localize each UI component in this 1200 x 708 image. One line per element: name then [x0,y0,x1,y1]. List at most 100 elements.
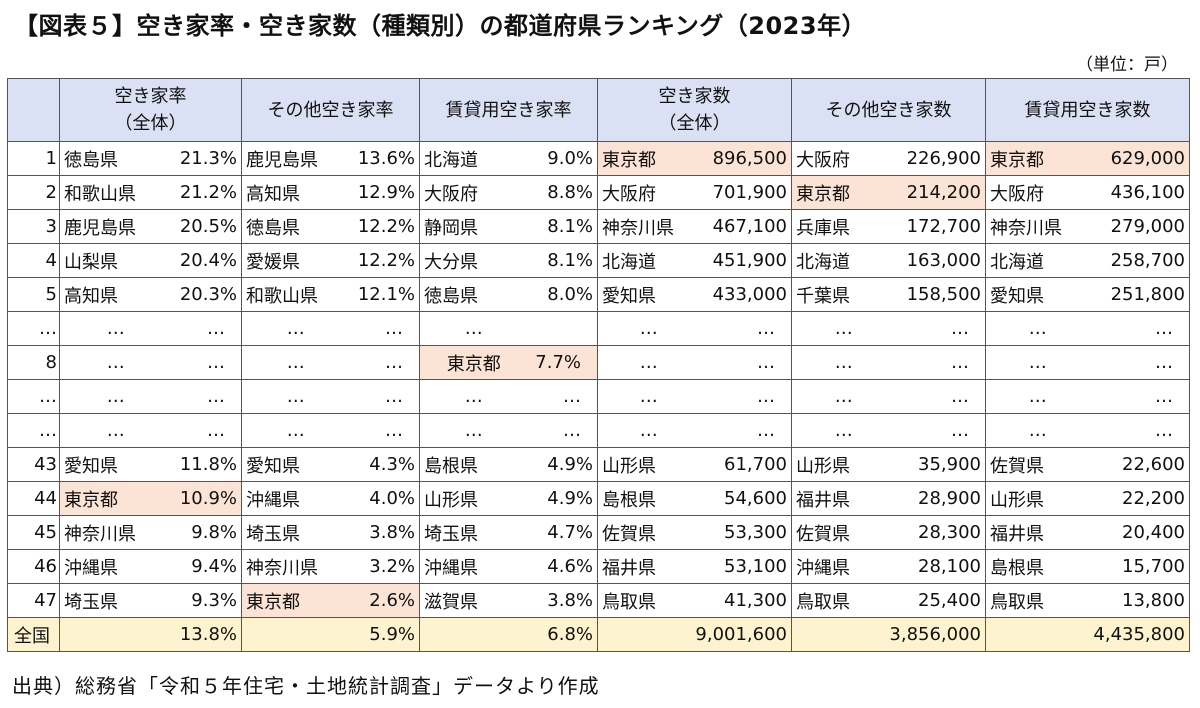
value-cell: 25,400 [895,583,986,618]
prefecture-cell: 沖縄県 [419,549,528,584]
value-cell: 53,300 [699,515,792,550]
value-cell: 4.0% [349,481,420,516]
value-cell: 4.9% [527,447,598,482]
prefecture-cell: … [597,413,700,448]
value-cell: 163,000 [895,243,986,278]
value-cell: 10.9% [171,481,242,516]
prefecture-cell: 大阪府 [597,175,700,210]
value-cell: … [171,413,242,448]
value-cell: 3.8% [527,583,598,618]
rank-cell: … [7,311,60,346]
prefecture-cell: 佐賀県 [597,515,700,550]
prefecture-cell: … [59,345,172,380]
value-cell: 28,300 [895,515,986,550]
value-cell: 12.2% [349,209,420,244]
table-row: 5 高知県 20.3% 和歌山県 12.1% 徳島県 8.0% 愛知県 433,000 千葉県 15… [7,277,1190,312]
value-cell: 433,000 [699,277,792,312]
value-cell: 13.6% [349,141,420,176]
prefecture-cell: 鹿児島県 [241,141,350,176]
prefecture-cell: 山形県 [419,481,528,516]
value-cell: 451,900 [699,243,792,278]
rank-cell: 2 [7,175,60,210]
prefecture-cell: … [597,311,700,346]
prefecture-cell: 徳島県 [241,209,350,244]
prefecture-cell: 滋賀県 [419,583,528,618]
value-cell: … [699,311,792,346]
prefecture-cell: 沖縄県 [241,481,350,516]
prefecture-cell: 北海道 [791,243,896,278]
prefecture-cell: … [241,379,350,414]
prefecture-cell: 神奈川県 [59,515,172,550]
prefecture-cell: 福井県 [597,549,700,584]
value-cell: 41,300 [699,583,792,618]
column-header-line: その他空き家率 [267,99,394,121]
column-header: 空き家数 （全体） [597,78,792,142]
column-header-line: （全体） [658,113,731,134]
value-cell: 22,600 [1089,447,1190,482]
value-cell: … [527,413,598,448]
rank-cell: 46 [7,549,60,584]
prefecture-cell: 沖縄県 [791,549,896,584]
value-cell: 28,100 [895,549,986,584]
prefecture-cell: 山形県 [597,447,700,482]
prefecture-cell: … [985,311,1090,346]
value-cell: … [1089,311,1190,346]
prefecture-cell: … [791,311,896,346]
value-cell: … [895,379,986,414]
column-header: その他空き家率 [241,78,420,142]
value-cell: … [171,311,242,346]
value-cell: 214,200 [895,175,986,210]
prefecture-cell: 高知県 [241,175,350,210]
prefecture-cell: 埼玉県 [59,583,172,618]
prefecture-cell: 山形県 [791,447,896,482]
prefecture-cell: 北海道 [597,243,700,278]
value-cell: 9.4% [171,549,242,584]
value-cell: … [1089,379,1190,414]
prefecture-cell: … [241,311,350,346]
prefecture-cell: 和歌山県 [59,175,172,210]
rank-cell: 43 [7,447,60,482]
prefecture-cell: … [241,413,350,448]
prefecture-cell: … [241,345,350,380]
page-title: 【図表５】空き家率・空き家数（種類別）の都道府県ランキング（2023年） [14,12,867,40]
value-cell: 701,900 [699,175,792,210]
value-cell [527,311,598,346]
value-cell: … [349,413,420,448]
prefecture-cell: … [419,379,528,414]
value-cell: … [699,379,792,414]
column-header-line: 賃貸用空き家率 [445,99,572,121]
value-cell: 467,100 [699,209,792,244]
prefecture-cell: 島根県 [419,447,528,482]
value-cell: 21.2% [171,175,242,210]
value-cell: 7.7% [527,345,598,380]
prefecture-cell: … [791,413,896,448]
total-value-cell: 13.8% [59,617,242,652]
value-cell: 629,000 [1089,141,1190,176]
table-row: 47 埼玉県 9.3% 東京都 2.6% 滋賀県 3.8% 鳥取県 41,300 鳥取県 25,40… [7,583,1190,618]
prefecture-cell: 東京都 [241,583,350,618]
total-value-cell: 6.8% [419,617,598,652]
value-cell: 226,900 [895,141,986,176]
prefecture-cell: 東京都 [985,141,1090,176]
value-cell: 20.4% [171,243,242,278]
rank-cell: 47 [7,583,60,618]
column-header: その他空き家数 [791,78,986,142]
total-value-cell: 5.9% [241,617,420,652]
prefecture-cell: 大阪府 [985,175,1090,210]
table-row: 44 東京都 10.9% 沖縄県 4.0% 山形県 4.9% 島根県 54,600 福井県 28,9… [7,481,1190,516]
rank-cell: … [7,379,60,414]
value-cell: … [1089,345,1190,380]
value-cell: 11.8% [171,447,242,482]
value-cell: 251,800 [1089,277,1190,312]
total-value-cell: 9,001,600 [597,617,792,652]
prefecture-cell: 徳島県 [59,141,172,176]
total-row: 全国 13.8% 5.9% 6.8% 9,001,600 3,856,000 4,435,8… [7,617,1190,652]
value-cell: … [895,311,986,346]
value-cell: 61,700 [699,447,792,482]
value-cell: 3.8% [349,515,420,550]
prefecture-cell: 兵庫県 [791,209,896,244]
prefecture-cell: 愛知県 [985,277,1090,312]
value-cell: 258,700 [1089,243,1190,278]
value-cell: 8.1% [527,243,598,278]
prefecture-cell: 福井県 [985,515,1090,550]
